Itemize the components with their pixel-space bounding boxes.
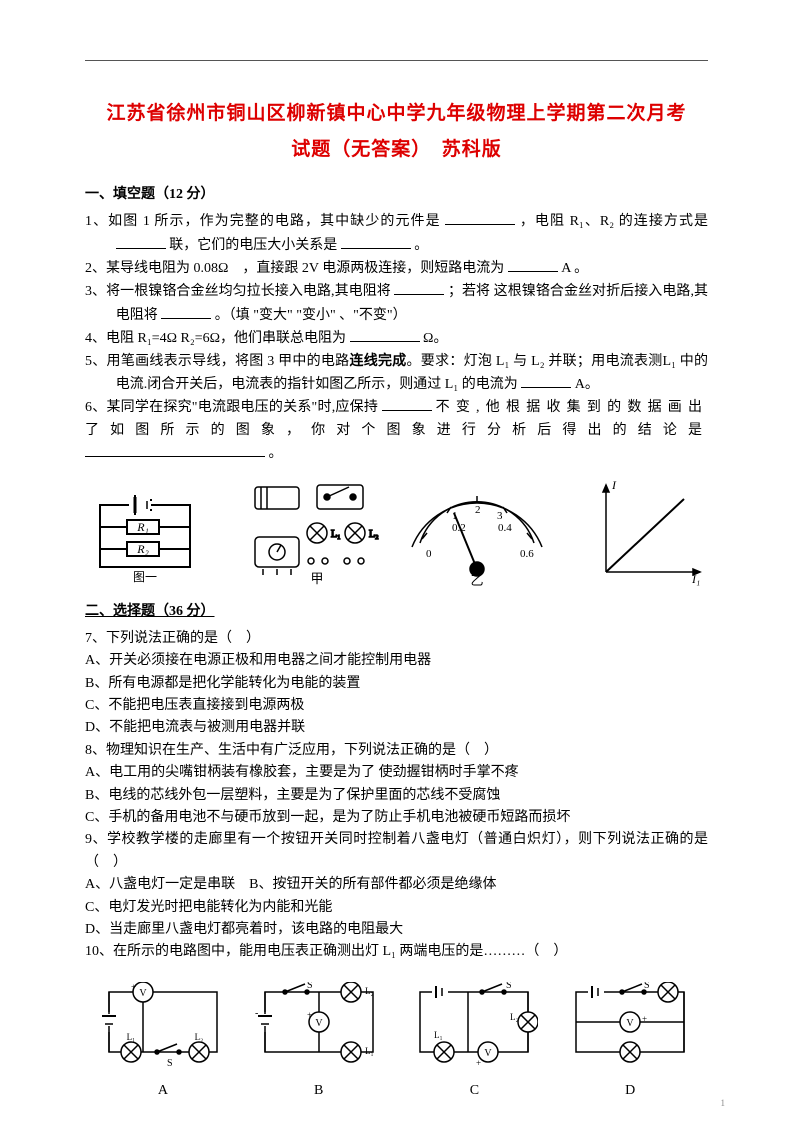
svg-text:0.2: 0.2 bbox=[452, 522, 466, 534]
circuit-d: S V + D bbox=[566, 982, 694, 1103]
svg-text:L₁: L₁ bbox=[331, 529, 341, 540]
q8-opt-b: B、电线的芯线外包一层塑料，主要是为了保护里面的芯线不受腐蚀 bbox=[85, 785, 708, 807]
q9-opt-c: C、电灯发光时把电能转化为内能和光能 bbox=[85, 897, 708, 919]
svg-text:L₂: L₂ bbox=[195, 1032, 204, 1042]
svg-text:L₁: L₁ bbox=[365, 1046, 374, 1056]
svg-text:V: V bbox=[485, 1048, 493, 1059]
q9: 9、学校教学楼的走廊里有一个按钮开关同时控制着八盏电灯（普通白炽灯），则下列说法… bbox=[85, 829, 708, 874]
blank bbox=[161, 304, 211, 319]
q8: 8、物理知识在生产、生活中有广泛应用，下列说法正确的是（ ） bbox=[85, 740, 708, 762]
blank bbox=[350, 327, 420, 342]
doc-subtitle: 试题（无答案） 苏科版 bbox=[85, 135, 708, 165]
svg-text:V: V bbox=[627, 1018, 635, 1029]
blank bbox=[116, 234, 166, 249]
svg-text:0: 0 bbox=[426, 548, 432, 560]
blank bbox=[394, 280, 444, 295]
q3-text-a: 3、将一根镍铬合金丝均匀拉长接入电路,其电阻将 bbox=[85, 284, 391, 299]
fig2-caption-l: 甲 bbox=[310, 571, 323, 586]
section-1-heading: 一、填空题（12 分） bbox=[85, 184, 708, 206]
q2-text-b: A 。 bbox=[561, 261, 588, 276]
svg-text:L₁: L₁ bbox=[434, 1030, 443, 1040]
fig2-caption-r: 乙 bbox=[470, 573, 483, 587]
blank bbox=[508, 257, 558, 272]
q1-text-c: 联，它们的电压大小关系是 bbox=[169, 238, 337, 253]
blank bbox=[341, 234, 411, 249]
circuit-c: S L₁ L₂ V + C bbox=[410, 982, 538, 1103]
q1: 1、如图 1 所示，作为完整的电路，其中缺少的元件是 ，电阻 R₁、R₂ 的连接… bbox=[85, 210, 708, 257]
circuit-b: S L₂ - V + L₁ bbox=[255, 982, 383, 1103]
q7-opt-c: C、不能把电压表直接接到电源两极 bbox=[85, 695, 708, 717]
blank bbox=[521, 373, 571, 388]
svg-text:S: S bbox=[307, 982, 313, 991]
figure-3: I I₁ bbox=[588, 477, 708, 587]
q4-text-a: 4、电阻 R₁=4Ω R₂=6Ω，他们串联总电阻为 bbox=[85, 331, 346, 346]
q8-opt-c: C、手机的备用电池不与硬币放到一起，是为了防止手机电池被硬币短路而损坏 bbox=[85, 807, 708, 829]
q6-text-a: 6、某同学在探究"电流跟电压的关系"时,应保持 bbox=[85, 400, 378, 415]
section-2-heading: 二、选择题（36 分） bbox=[85, 601, 708, 623]
figure-2: L₁ L₂ 甲 bbox=[247, 477, 547, 587]
q7-opt-d: D、不能把电流表与被测用电器并联 bbox=[85, 717, 708, 739]
q3-text-c: 。（填 "变大" "变小" 、"不变"） bbox=[215, 308, 407, 323]
r2-label: R₂ bbox=[136, 542, 149, 556]
graph-x-label: I₁ bbox=[691, 572, 700, 586]
blank bbox=[382, 396, 432, 411]
svg-text:0.6: 0.6 bbox=[520, 548, 534, 560]
q5-text-a: 5、用笔画线表示导线，将图 3 甲中的电路 bbox=[85, 354, 349, 369]
svg-text:0.4: 0.4 bbox=[498, 522, 512, 534]
q2-text-a: 2、某导线电阻为 0.08Ω ，直接跟 2V 电源两极连接，则短路电流为 bbox=[85, 261, 504, 276]
svg-text:+: + bbox=[131, 982, 136, 992]
fig1-caption: 图一 bbox=[133, 570, 157, 584]
r1-label: R₁ bbox=[136, 520, 149, 534]
q5-text-c: A。 bbox=[575, 377, 599, 392]
q5: 5、用笔画线表示导线，将图 3 甲中的电路连线完成。要求：灯泡 L₁ 与 L₂ … bbox=[85, 351, 708, 397]
svg-text:L₁: L₁ bbox=[127, 1032, 136, 1042]
circuit-a-label: A bbox=[99, 1080, 227, 1102]
graph-y-label: I bbox=[611, 478, 617, 492]
svg-text:+: + bbox=[307, 1010, 312, 1020]
q9-opt-d: D、当走廊里八盏电灯都亮着时，该电路的电阻最大 bbox=[85, 919, 708, 941]
svg-text:V: V bbox=[139, 988, 147, 999]
q5-bold: 连线完成 bbox=[349, 354, 406, 369]
svg-text:1: 1 bbox=[452, 510, 458, 522]
page-number: 1 bbox=[721, 1096, 726, 1110]
svg-text:3: 3 bbox=[497, 510, 503, 522]
svg-text:+: + bbox=[476, 1058, 481, 1068]
svg-text:-: - bbox=[255, 1008, 258, 1019]
top-rule bbox=[85, 60, 708, 61]
circuit-options-row: V + S L₁ L₂ bbox=[85, 982, 708, 1103]
circuit-d-label: D bbox=[566, 1080, 694, 1102]
q1-text-d: 。 bbox=[414, 238, 428, 253]
q8-opt-a: A、电工用的尖嘴钳柄装有橡胶套，主要是为了 使劲握钳柄时手掌不疼 bbox=[85, 762, 708, 784]
blank bbox=[85, 442, 265, 457]
circuit-c-label: C bbox=[410, 1080, 538, 1102]
q10: 10、在所示的电路图中，能用电压表正确测出灯 L₁ 两端电压的是………（ ） bbox=[85, 941, 708, 963]
svg-text:V: V bbox=[315, 1018, 323, 1029]
q6-text-c: 。 bbox=[269, 446, 283, 461]
svg-text:L₂: L₂ bbox=[510, 1012, 519, 1022]
svg-text:S: S bbox=[644, 982, 650, 991]
blank bbox=[445, 210, 515, 225]
q7: 7、下列说法正确的是（ ） bbox=[85, 628, 708, 650]
svg-text:L₂: L₂ bbox=[365, 986, 374, 996]
doc-title: 江苏省徐州市铜山区柳新镇中心中学九年级物理上学期第二次月考 bbox=[85, 99, 708, 129]
q1-text-b: ，电阻 R₁、R₂ 的连接方式是 bbox=[520, 214, 708, 229]
q7-opt-b: B、所有电源都是把化学能转化为电能的装置 bbox=[85, 673, 708, 695]
figure-1: R₁ R₂ 图一 bbox=[85, 487, 205, 587]
figure-row-1: R₁ R₂ 图一 L₁ L₂ bbox=[85, 477, 708, 587]
svg-text:S: S bbox=[167, 1058, 173, 1069]
q3: 3、将一根镍铬合金丝均匀拉长接入电路,其电阻将 ；若将 这根镍铬合金丝对折后接入… bbox=[85, 280, 708, 327]
q9-opt-ab: A、八盏电灯一定是串联 B、按钮开关的所有部件都必须是绝缘体 bbox=[85, 874, 708, 896]
svg-text:L₂: L₂ bbox=[369, 529, 379, 540]
q1-text-a: 1、如图 1 所示，作为完整的电路，其中缺少的元件是 bbox=[85, 214, 441, 229]
circuit-a: V + S L₁ L₂ bbox=[99, 982, 227, 1103]
q7-opt-a: A、开关必须接在电源正极和用电器之间才能控制用电器 bbox=[85, 650, 708, 672]
svg-text:2: 2 bbox=[475, 504, 481, 516]
q6: 6、某同学在探究"电流跟电压的关系"时,应保持 不变,他根据收集到的数据画出了如… bbox=[85, 396, 708, 465]
q4-text-b: Ω。 bbox=[423, 331, 447, 346]
svg-text:S: S bbox=[506, 982, 512, 991]
circuit-b-label: B bbox=[255, 1080, 383, 1102]
q2: 2、某导线电阻为 0.08Ω ，直接跟 2V 电源两极连接，则短路电流为 A 。 bbox=[85, 257, 708, 280]
q4: 4、电阻 R₁=4Ω R₂=6Ω，他们串联总电阻为 Ω。 bbox=[85, 327, 708, 350]
